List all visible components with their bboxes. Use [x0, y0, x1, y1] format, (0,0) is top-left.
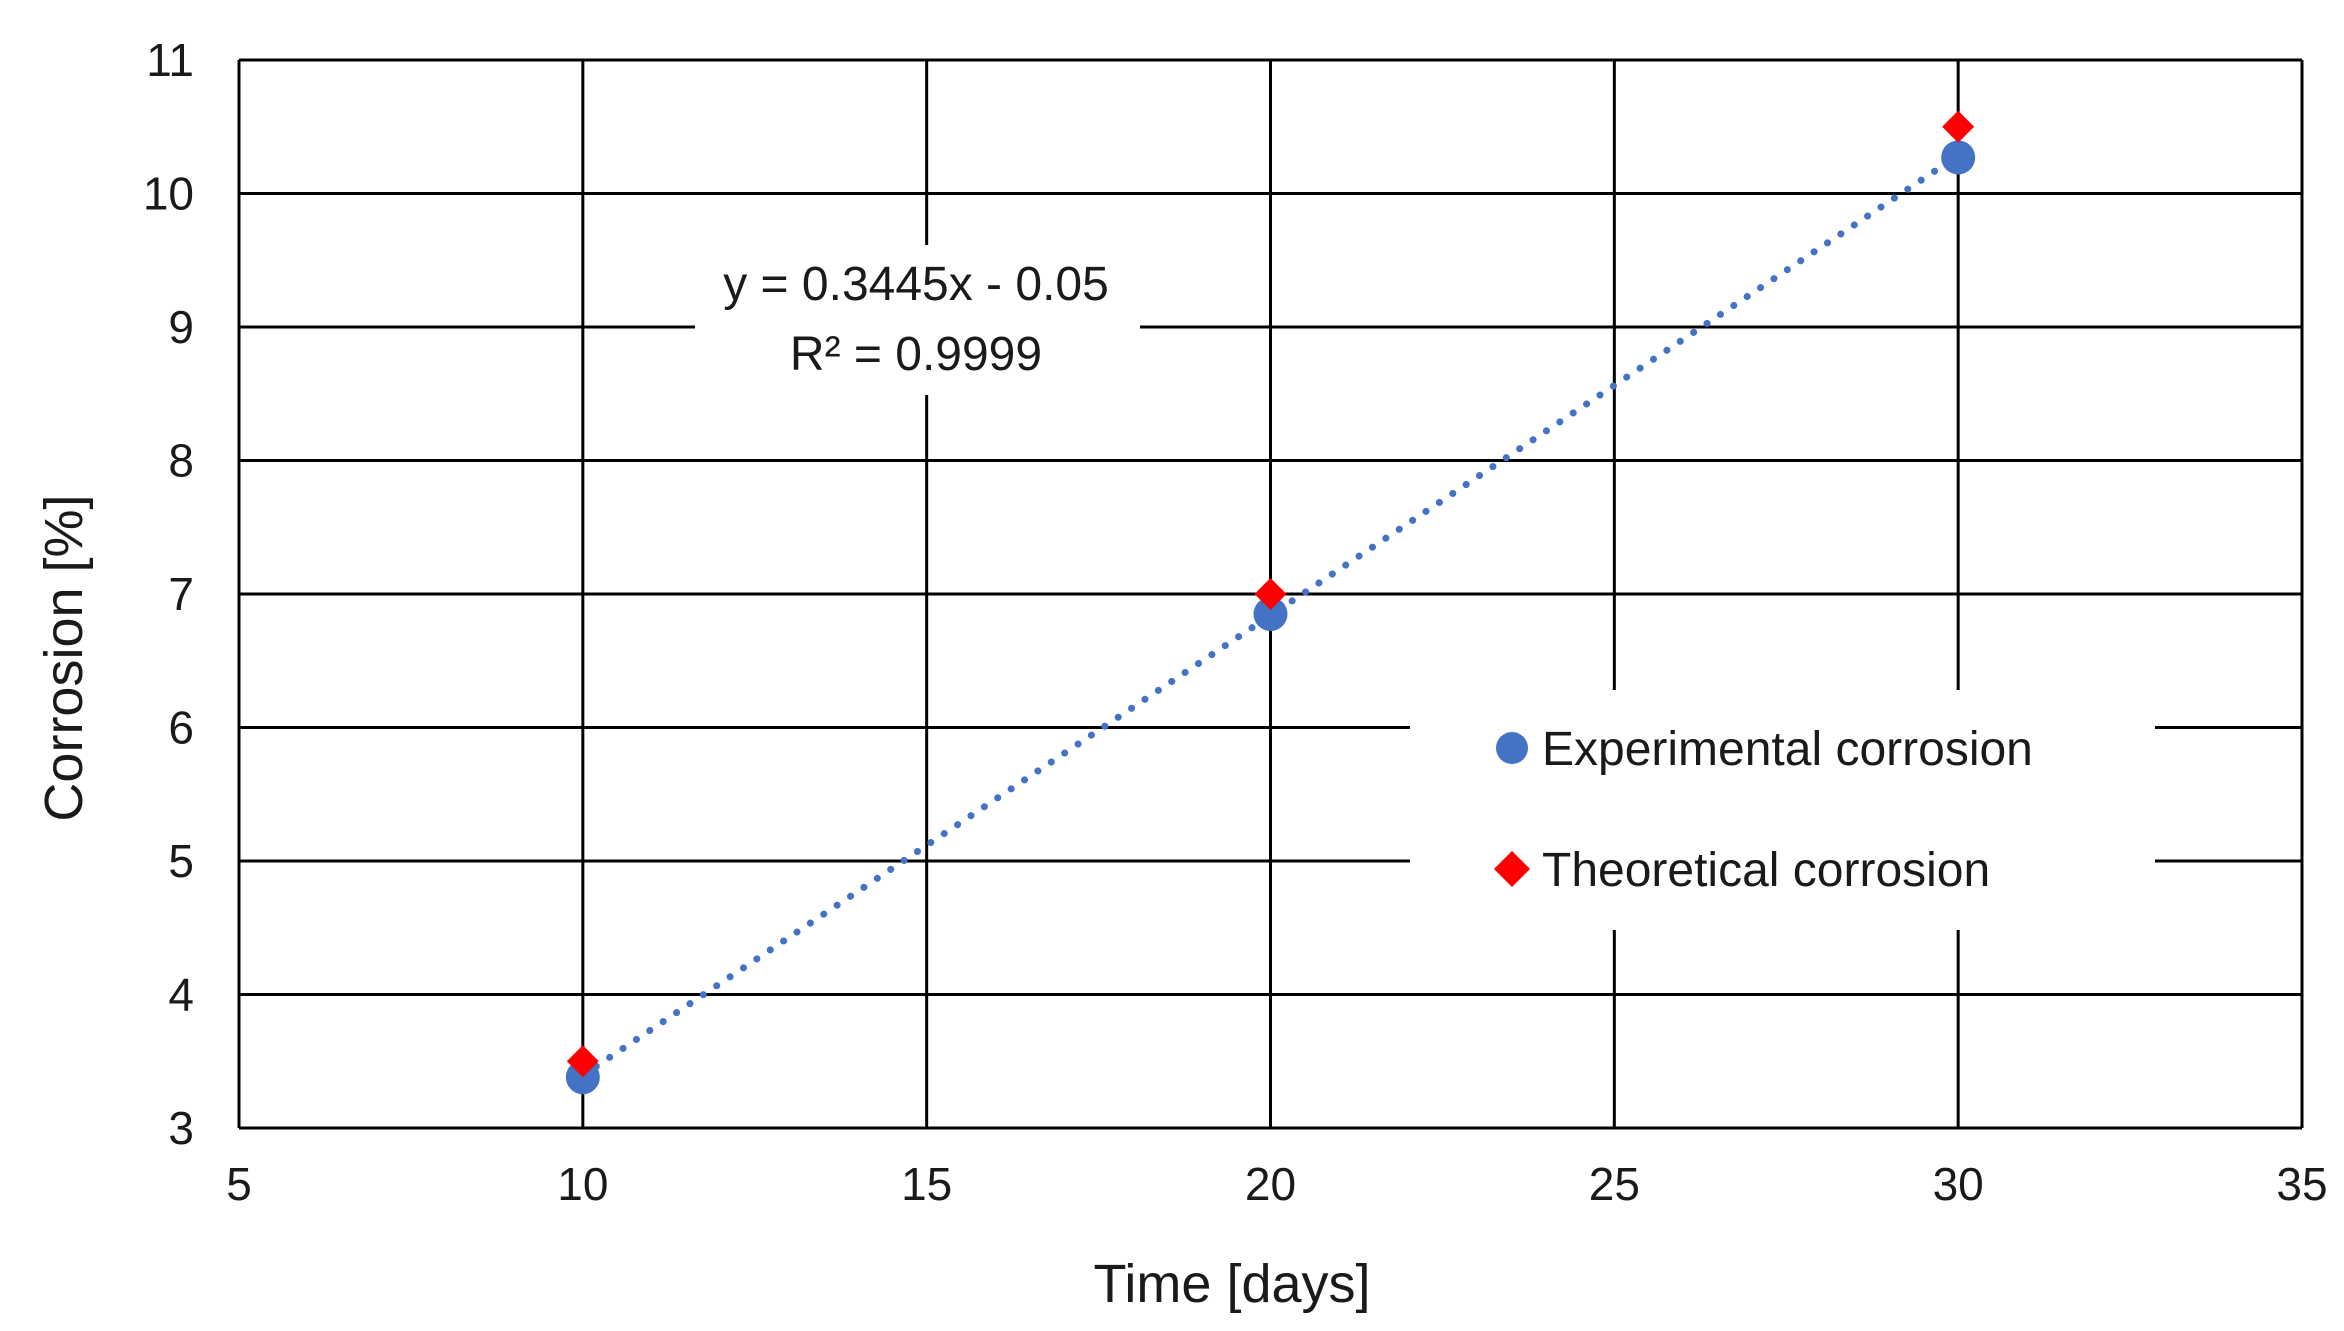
trendline-label: y = 0.3445x - 0.05 R² = 0.9999 — [695, 245, 1140, 395]
x-tick-20: 20 — [1245, 1158, 1296, 1210]
y-tick-4: 4 — [168, 969, 194, 1021]
x-tick-15: 15 — [901, 1158, 952, 1210]
y-tick-6: 6 — [168, 702, 194, 754]
data-points — [565, 110, 1976, 1095]
x-tick-labels: 5 10 15 20 25 30 35 — [226, 1158, 2327, 1210]
theoretical-point-30 — [1942, 110, 1975, 143]
legend-theoretical-marker — [1494, 851, 1530, 887]
trendline-layer — [579, 151, 1962, 1079]
trendline-label-box — [695, 245, 1140, 395]
y-tick-3: 3 — [168, 1102, 194, 1154]
theoretical-point-20 — [1254, 578, 1287, 610]
y-tick-5: 5 — [168, 835, 194, 887]
trendline — [579, 151, 1962, 1079]
y-tick-10: 10 — [143, 168, 194, 220]
y-tick-8: 8 — [168, 435, 194, 487]
experimental-point-10 — [565, 1060, 600, 1095]
x-tick-10: 10 — [557, 1158, 608, 1210]
trendline-r-squared: R² = 0.9999 — [790, 328, 1042, 381]
y-tick-11: 11 — [146, 34, 194, 86]
legend-experimental-label: Experimental corrosion — [1542, 723, 2033, 776]
legend-experimental-marker — [1496, 732, 1528, 764]
trendline-equation: y = 0.3445x - 0.05 — [723, 258, 1109, 311]
y-tick-labels: 3 4 5 6 7 8 9 10 11 — [143, 34, 194, 1154]
legend: Experimental corrosion Theoretical corro… — [1410, 690, 2155, 930]
experimental-point-30 — [1941, 140, 1976, 175]
x-tick-25: 25 — [1589, 1158, 1640, 1210]
experimental-point-20 — [1253, 597, 1288, 632]
y-tick-9: 9 — [168, 301, 194, 353]
x-tick-35: 35 — [2276, 1158, 2327, 1210]
x-tick-5: 5 — [226, 1158, 252, 1210]
x-axis-title: Time [days] — [1093, 1254, 1370, 1314]
legend-box — [1410, 690, 2155, 930]
legend-theoretical-label: Theoretical corrosion — [1542, 844, 1990, 897]
y-tick-7: 7 — [168, 568, 194, 620]
x-tick-30: 30 — [1933, 1158, 1984, 1210]
y-axis-title: Corrosion [%] — [34, 494, 94, 821]
theoretical-point-10 — [566, 1045, 599, 1078]
